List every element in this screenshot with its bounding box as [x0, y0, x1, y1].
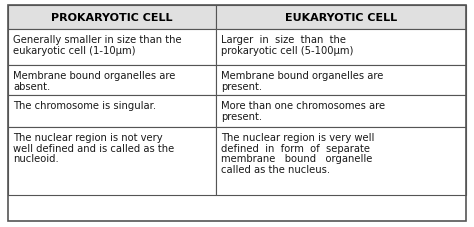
Text: prokaryotic cell (5-100μm): prokaryotic cell (5-100μm)	[221, 46, 354, 56]
Text: absent.: absent.	[13, 81, 50, 91]
Text: EUKARYOTIC CELL: EUKARYOTIC CELL	[285, 13, 397, 23]
Text: well defined and is called as the: well defined and is called as the	[13, 143, 174, 153]
Text: Larger  in  size  than  the: Larger in size than the	[221, 35, 346, 45]
Text: Membrane bound organelles are: Membrane bound organelles are	[221, 71, 384, 81]
Text: membrane   bound   organelle: membrane bound organelle	[221, 154, 373, 163]
Text: Generally smaller in size than the: Generally smaller in size than the	[13, 35, 182, 45]
Text: eukaryotic cell (1-10μm): eukaryotic cell (1-10μm)	[13, 46, 136, 56]
Bar	[217, 96, 466, 127]
Bar	[8, 66, 217, 96]
Text: defined  in  form  of  separate: defined in form of separate	[221, 143, 370, 153]
Bar	[217, 66, 466, 96]
Text: called as the nucleus.: called as the nucleus.	[221, 164, 330, 174]
Text: present.: present.	[221, 81, 263, 91]
Text: nucleoid.: nucleoid.	[13, 154, 59, 163]
Bar	[8, 6, 217, 30]
Bar	[217, 127, 466, 195]
Text: The nuclear region is very well: The nuclear region is very well	[221, 133, 375, 143]
Bar	[217, 6, 466, 30]
Bar	[8, 96, 217, 127]
Bar	[8, 127, 217, 195]
Text: The nuclear region is not very: The nuclear region is not very	[13, 133, 163, 143]
Text: The chromosome is singular.: The chromosome is singular.	[13, 101, 156, 111]
Text: present.: present.	[221, 111, 263, 121]
Bar	[217, 30, 466, 66]
Text: PROKARYOTIC CELL: PROKARYOTIC CELL	[52, 13, 173, 23]
Text: Membrane bound organelles are: Membrane bound organelles are	[13, 71, 175, 81]
Bar	[8, 30, 217, 66]
Text: More than one chromosomes are: More than one chromosomes are	[221, 101, 385, 111]
